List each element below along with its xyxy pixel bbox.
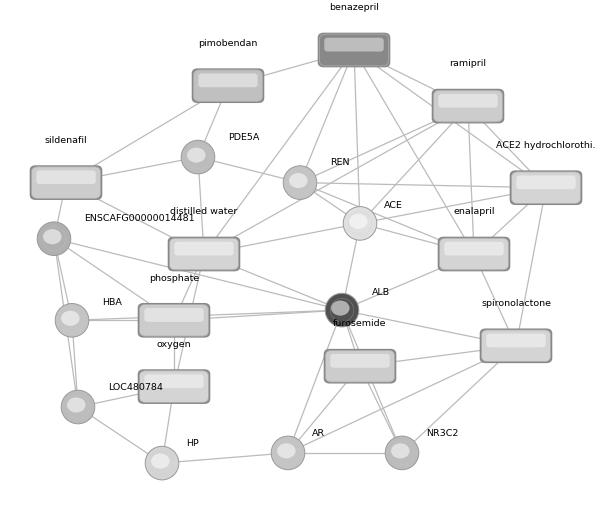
Text: oxygen: oxygen	[157, 339, 191, 348]
Ellipse shape	[61, 311, 80, 326]
Text: ENSCAFG00000014481: ENSCAFG00000014481	[84, 214, 194, 223]
FancyBboxPatch shape	[438, 237, 510, 272]
Ellipse shape	[343, 207, 377, 241]
FancyBboxPatch shape	[487, 334, 546, 348]
FancyBboxPatch shape	[168, 237, 240, 272]
FancyBboxPatch shape	[325, 39, 384, 52]
Text: HBA: HBA	[102, 297, 122, 306]
FancyBboxPatch shape	[192, 69, 265, 104]
Ellipse shape	[331, 301, 350, 316]
FancyBboxPatch shape	[433, 91, 503, 123]
FancyBboxPatch shape	[511, 173, 581, 204]
Text: ACE2 hydrochlorothi.: ACE2 hydrochlorothi.	[496, 140, 596, 150]
Ellipse shape	[151, 454, 170, 469]
Text: furosemide: furosemide	[333, 319, 387, 328]
FancyBboxPatch shape	[170, 239, 239, 270]
FancyBboxPatch shape	[175, 242, 234, 256]
Text: sildenafil: sildenafil	[44, 135, 88, 145]
Text: NR3C2: NR3C2	[426, 428, 458, 437]
Ellipse shape	[187, 148, 206, 163]
FancyBboxPatch shape	[432, 90, 504, 124]
FancyBboxPatch shape	[144, 308, 204, 322]
FancyBboxPatch shape	[37, 171, 96, 185]
Text: LOC480784: LOC480784	[108, 382, 163, 391]
Ellipse shape	[37, 222, 71, 256]
Ellipse shape	[283, 166, 317, 200]
FancyBboxPatch shape	[331, 354, 390, 368]
FancyBboxPatch shape	[138, 303, 210, 338]
FancyBboxPatch shape	[517, 176, 576, 190]
FancyBboxPatch shape	[29, 166, 103, 201]
FancyBboxPatch shape	[320, 35, 389, 67]
FancyBboxPatch shape	[318, 34, 390, 68]
Text: HP: HP	[186, 438, 199, 447]
Ellipse shape	[391, 443, 410, 459]
FancyBboxPatch shape	[139, 371, 209, 403]
Text: pimobendan: pimobendan	[199, 39, 257, 48]
Ellipse shape	[145, 446, 179, 480]
FancyBboxPatch shape	[482, 330, 551, 362]
FancyBboxPatch shape	[438, 95, 498, 108]
FancyBboxPatch shape	[324, 349, 397, 384]
FancyBboxPatch shape	[138, 370, 210, 404]
FancyBboxPatch shape	[32, 167, 101, 199]
Text: REN: REN	[330, 158, 349, 167]
FancyBboxPatch shape	[198, 74, 258, 88]
Text: benazepril: benazepril	[329, 3, 379, 12]
Text: spironolactone: spironolactone	[481, 298, 551, 307]
Ellipse shape	[55, 304, 89, 337]
FancyBboxPatch shape	[480, 329, 552, 363]
FancyBboxPatch shape	[144, 375, 204, 388]
Text: ACE: ACE	[384, 201, 403, 210]
Ellipse shape	[43, 230, 62, 245]
FancyBboxPatch shape	[510, 171, 583, 206]
Text: PDE5A: PDE5A	[228, 132, 259, 142]
Ellipse shape	[385, 436, 419, 470]
Ellipse shape	[271, 436, 305, 470]
Ellipse shape	[349, 214, 368, 230]
FancyBboxPatch shape	[193, 71, 263, 102]
FancyBboxPatch shape	[439, 239, 509, 270]
FancyBboxPatch shape	[325, 351, 395, 382]
Text: distilled water: distilled water	[170, 207, 238, 216]
Ellipse shape	[325, 294, 359, 327]
FancyBboxPatch shape	[444, 242, 504, 256]
Ellipse shape	[61, 390, 95, 424]
Text: enalapril: enalapril	[453, 207, 495, 216]
FancyBboxPatch shape	[139, 305, 209, 336]
Ellipse shape	[67, 398, 86, 413]
Ellipse shape	[289, 174, 308, 189]
Text: ramipril: ramipril	[449, 59, 487, 68]
Text: AR: AR	[312, 428, 325, 437]
Ellipse shape	[181, 141, 215, 175]
Text: phosphate: phosphate	[149, 273, 199, 282]
Ellipse shape	[277, 443, 296, 459]
Text: ALB: ALB	[372, 287, 390, 296]
